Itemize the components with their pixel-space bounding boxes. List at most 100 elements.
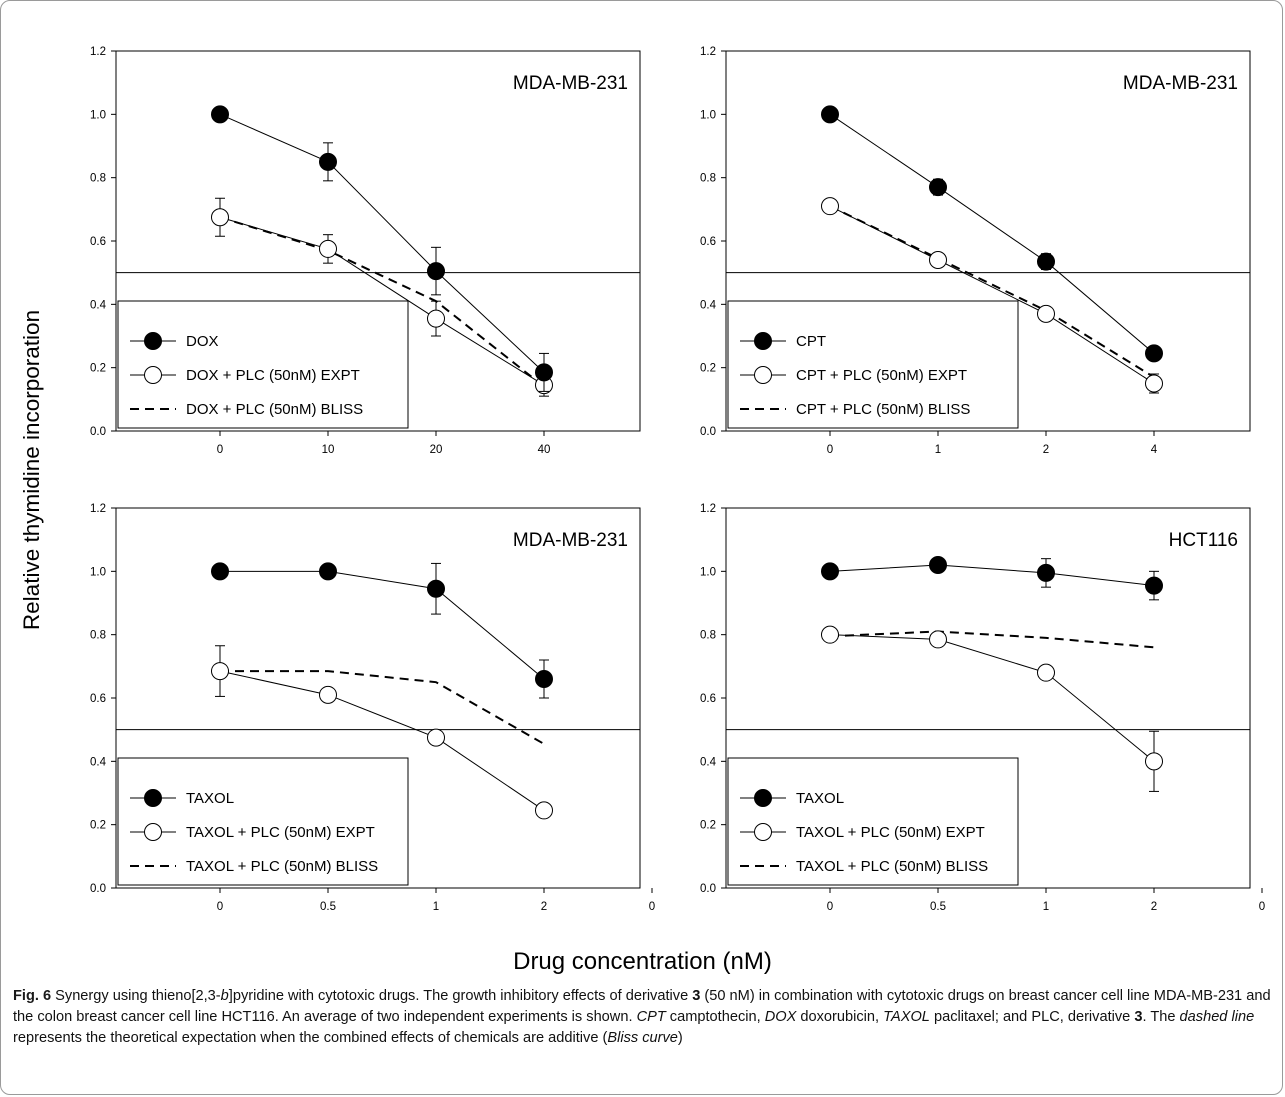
legend-label: TAXOL	[796, 790, 844, 807]
caption-segment: represents the theoretical expectation w…	[13, 1030, 608, 1046]
filled-data-point	[319, 562, 337, 581]
y-axis-label-text: Relative thymidine incorporation	[19, 310, 44, 630]
filled-data-point	[535, 363, 553, 382]
legend-label: TAXOL + PLC (50nM) EXPT	[796, 824, 985, 841]
x-tick-label: 0	[217, 901, 223, 913]
cell-line-title: MDA-MB-231	[1123, 73, 1238, 94]
y-tick-label: 0.6	[90, 236, 106, 248]
y-tick-label: 0.6	[90, 693, 106, 705]
filled-data-point	[427, 262, 445, 281]
y-tick-label: 1.2	[90, 46, 106, 58]
legend-swatch-marker	[754, 823, 772, 841]
x-tick-label: 2	[1043, 444, 1049, 456]
y-tick-label: 1.0	[90, 566, 106, 578]
legend-label: TAXOL + PLC (50nM) BLISS	[186, 858, 378, 875]
y-tick-label: 0.8	[90, 173, 106, 185]
x-tick-label: 0	[827, 901, 833, 913]
cell-line-title: MDA-MB-231	[513, 73, 628, 94]
x-tick-label: 0.5	[320, 901, 336, 913]
legend-label: CPT + PLC (50nM) EXPT	[796, 367, 967, 384]
caption-segment: 3	[1134, 1009, 1143, 1025]
x-tick-label: 1	[433, 901, 439, 913]
drug-series-line	[829, 564, 1155, 587]
caption-segment: doxorubicin,	[796, 1009, 884, 1025]
bliss-curve-line	[829, 630, 1155, 649]
y-tick-label: 1.2	[700, 46, 716, 58]
caption-segment: Bliss curve	[607, 1030, 678, 1046]
x-axis-label: Drug concentration (nM)	[513, 948, 772, 975]
caption-figure-label: Fig. 6	[13, 988, 52, 1004]
caption-segment: paclitaxel; and PLC, derivative	[929, 1009, 1135, 1025]
chart-cpt: 0.0 0.2 0.4 0.6 0.8 1.0 1.2 0 1 2 4 MDA-MB-231 CPT CP…	[700, 46, 1251, 456]
chart-taxol-mda: 0.0 0.2 0.4 0.6 0.8 1.0 1.2 0 0.5 1 2 0 MDA-MB-231 TA…	[90, 503, 655, 913]
x-tick-label: 2	[541, 901, 547, 913]
y-tick-label: 0.8	[700, 173, 716, 185]
bliss-curve-line	[829, 205, 1155, 379]
x-tick-label: 20	[430, 444, 443, 456]
filled-data-point	[319, 152, 337, 171]
legend-swatch-marker	[144, 823, 162, 841]
y-tick-label: 1.0	[700, 109, 716, 121]
open-data-point	[211, 208, 229, 227]
y-tick-label: 0.4	[90, 299, 107, 311]
y-tick-label: 0.0	[90, 883, 106, 895]
open-data-point	[821, 197, 839, 216]
legend-box	[727, 757, 1019, 886]
x-tick-label: 10	[322, 444, 335, 456]
x-tick-label: 0	[217, 444, 223, 456]
y-axis-label: Relative thymidine incorporation	[19, 310, 44, 630]
legend-label: DOX + PLC (50nM) EXPT	[186, 367, 360, 384]
open-data-point	[821, 625, 839, 644]
y-tick-label: 0.0	[700, 883, 716, 895]
y-tick-label: 1.2	[90, 503, 106, 515]
open-data-point	[929, 251, 947, 269]
caption-segment: 3	[692, 988, 701, 1004]
open-data-point	[319, 685, 337, 704]
y-tick-label: 0.4	[700, 756, 717, 768]
open-data-point	[1037, 304, 1055, 323]
filled-data-point	[211, 562, 229, 581]
x-tick-label: 1	[1043, 901, 1049, 913]
legend-label: DOX + PLC (50nM) BLISS	[186, 401, 363, 418]
filled-data-point	[821, 105, 839, 124]
filled-data-point	[211, 105, 229, 124]
y-tick-label: 0.2	[700, 363, 716, 375]
y-tick-label: 0.8	[90, 630, 106, 642]
caption-segment: ]pyridine with cytotoxic drugs. The grow…	[228, 988, 693, 1004]
y-tick-label: 1.0	[90, 109, 106, 121]
filled-data-point	[427, 579, 445, 598]
caption-segment: TAXOL	[883, 1009, 930, 1025]
caption-segment: (50 nM) in combination with cytotoxic dr…	[13, 988, 1271, 1025]
y-tick-label: 0.2	[90, 363, 106, 375]
legend-box	[117, 757, 409, 886]
drug-series-line	[220, 570, 545, 680]
caption-segment: DOX	[764, 1009, 797, 1025]
chart-dox: 0.0 0.2 0.4 0.6 0.8 1.0 1.2 0 10 20 40 MDA-MB-231 DO…	[90, 46, 641, 456]
bliss-curve-line	[220, 670, 545, 745]
legend-swatch-marker	[754, 789, 772, 807]
y-tick-label: 0.0	[90, 426, 106, 438]
filled-data-point	[929, 178, 947, 197]
open-data-point	[427, 728, 445, 747]
drug-series-line	[829, 113, 1155, 354]
drug-series-line	[219, 113, 545, 373]
open-data-point	[1145, 752, 1163, 771]
x-tick-label: 0.5	[930, 901, 946, 913]
legend-swatch-marker	[754, 366, 772, 384]
cell-line-title: MDA-MB-231	[513, 530, 628, 551]
caption-segment: CPT	[636, 1009, 666, 1025]
filled-data-point	[1037, 252, 1055, 271]
caption-segment: b	[220, 988, 229, 1004]
caption-segment: dashed line	[1179, 1009, 1255, 1025]
legend-swatch-marker	[144, 332, 162, 350]
filled-data-point	[535, 670, 553, 688]
combo-series-line	[829, 205, 1155, 384]
filled-data-point	[1037, 563, 1055, 582]
caption-text: Synergy using thieno[2,3-b]pyridine with…	[13, 988, 1271, 1046]
open-data-point	[319, 239, 337, 258]
legend-label: TAXOL + PLC (50nM) BLISS	[796, 858, 988, 875]
legend-label: TAXOL + PLC (50nM) EXPT	[186, 824, 375, 841]
y-tick-label: 1.2	[700, 503, 716, 515]
combo-series-line	[829, 634, 1155, 762]
